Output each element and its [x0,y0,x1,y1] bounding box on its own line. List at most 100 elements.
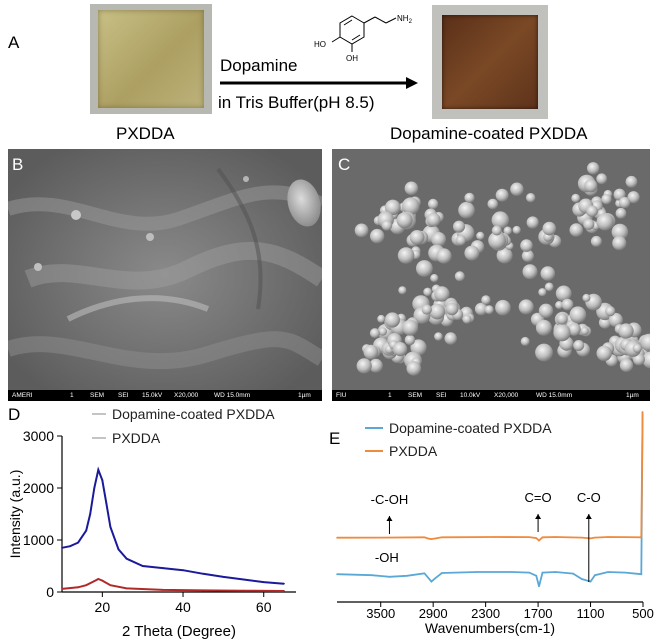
sem-particle [569,223,584,237]
peak-annotation: -C-OH [371,492,409,507]
data-point [125,587,128,590]
data-point [77,586,80,589]
x-tick-label: 1700 [524,606,553,621]
x-axis-label: Wavenumbers(cm-1) [425,620,555,636]
data-point [101,479,104,482]
data-point [428,537,430,540]
data-point [93,487,96,489]
sem-texture-b [8,149,322,401]
panel-e-label: E [329,429,340,448]
data-point [117,548,120,551]
sem-image-dopamine-coated: C FIU 1 SEM SEI 10.0kV X20,000 WD 15.0mm… [332,149,650,401]
sem-particle [640,333,650,352]
series-line-1 [336,411,644,587]
data-point [101,579,104,582]
sem-particle [518,299,534,315]
x-tick-label: 20 [95,599,111,615]
pxdda-caption: PXDDA [116,124,175,143]
sem-b-mode: SEM [90,392,105,399]
data-point [640,536,643,539]
sem-particle [484,305,494,315]
data-point [594,574,596,576]
data-point [430,580,433,583]
sem-particle [495,188,509,202]
sem-particle [553,324,571,342]
data-point [607,536,609,538]
x-tick-label: 2300 [471,606,500,621]
y-axis-label: Intensity (a.u.) [7,470,23,559]
sem-particle [474,302,488,316]
sem-particle [369,328,380,339]
data-point [528,571,531,574]
sem-particle [615,207,627,219]
sem-c-mode: SEM [408,392,423,399]
sem-particle [370,228,385,244]
sem-particle [520,336,530,346]
hydroxyl-bottom: OH [346,54,358,63]
sem-particle [426,212,441,227]
data-point [371,574,373,576]
data-point [182,569,184,572]
data-point [222,576,225,578]
data-point [572,572,574,575]
data-point [640,573,643,576]
data-point [641,411,644,413]
sem-particle [555,285,572,302]
sem-particle [596,345,612,361]
reaction-arrow [220,77,418,89]
sem-particle [458,201,475,219]
sem-particle [491,225,502,236]
sem-particle [436,248,452,264]
sem-particle [430,274,439,283]
sem-c-kv: 10.0kV [460,392,481,399]
data-point [161,567,164,569]
data-point [242,578,245,581]
data-point [535,575,538,577]
data-point [624,571,627,574]
data-point [93,580,96,582]
sem-particle [377,314,386,323]
sem-particle [416,260,433,277]
sem-particle [481,295,491,305]
sem-particle [396,212,413,229]
sem-particle [561,298,574,311]
data-point [202,572,205,575]
sem-particle [445,302,459,316]
sem-particle [363,344,379,360]
sem-particle [356,358,372,374]
sem-particle [476,231,485,240]
data-point [441,536,443,539]
data-point [441,572,443,574]
sem-c-n: 1 [388,392,392,399]
sem-particle [632,353,645,366]
sem-particle [535,319,552,336]
sem-particle [429,303,446,320]
peak-annotation: C=O [525,490,552,505]
data-point [476,571,478,573]
sem-b-det: SEI [118,392,129,399]
sem-particle [464,192,475,203]
data-point [379,536,382,539]
dopamine-coated-caption: Dopamine-coated PXDDA [390,124,588,143]
sem-particle [538,303,554,318]
sem-particle [618,323,634,339]
data-point [541,571,544,574]
series-line-1 [61,466,284,585]
data-point [541,536,544,539]
data-point [423,536,426,539]
peak-annotation: -OH [375,550,399,565]
sem-particle [544,282,554,292]
sem-particle [444,332,457,345]
sem-particle [398,286,407,295]
sem-particle [510,182,524,196]
sem-particle [464,245,480,261]
data-point [282,582,285,585]
sem-particle [404,181,419,196]
amine-group: NH2 [397,14,413,25]
sem-particle [384,312,400,328]
data-point [581,578,583,580]
sem-particle [556,313,568,325]
sem-particle [618,196,631,209]
sem-particle [427,198,439,210]
sem-c-det: SEI [436,392,447,399]
